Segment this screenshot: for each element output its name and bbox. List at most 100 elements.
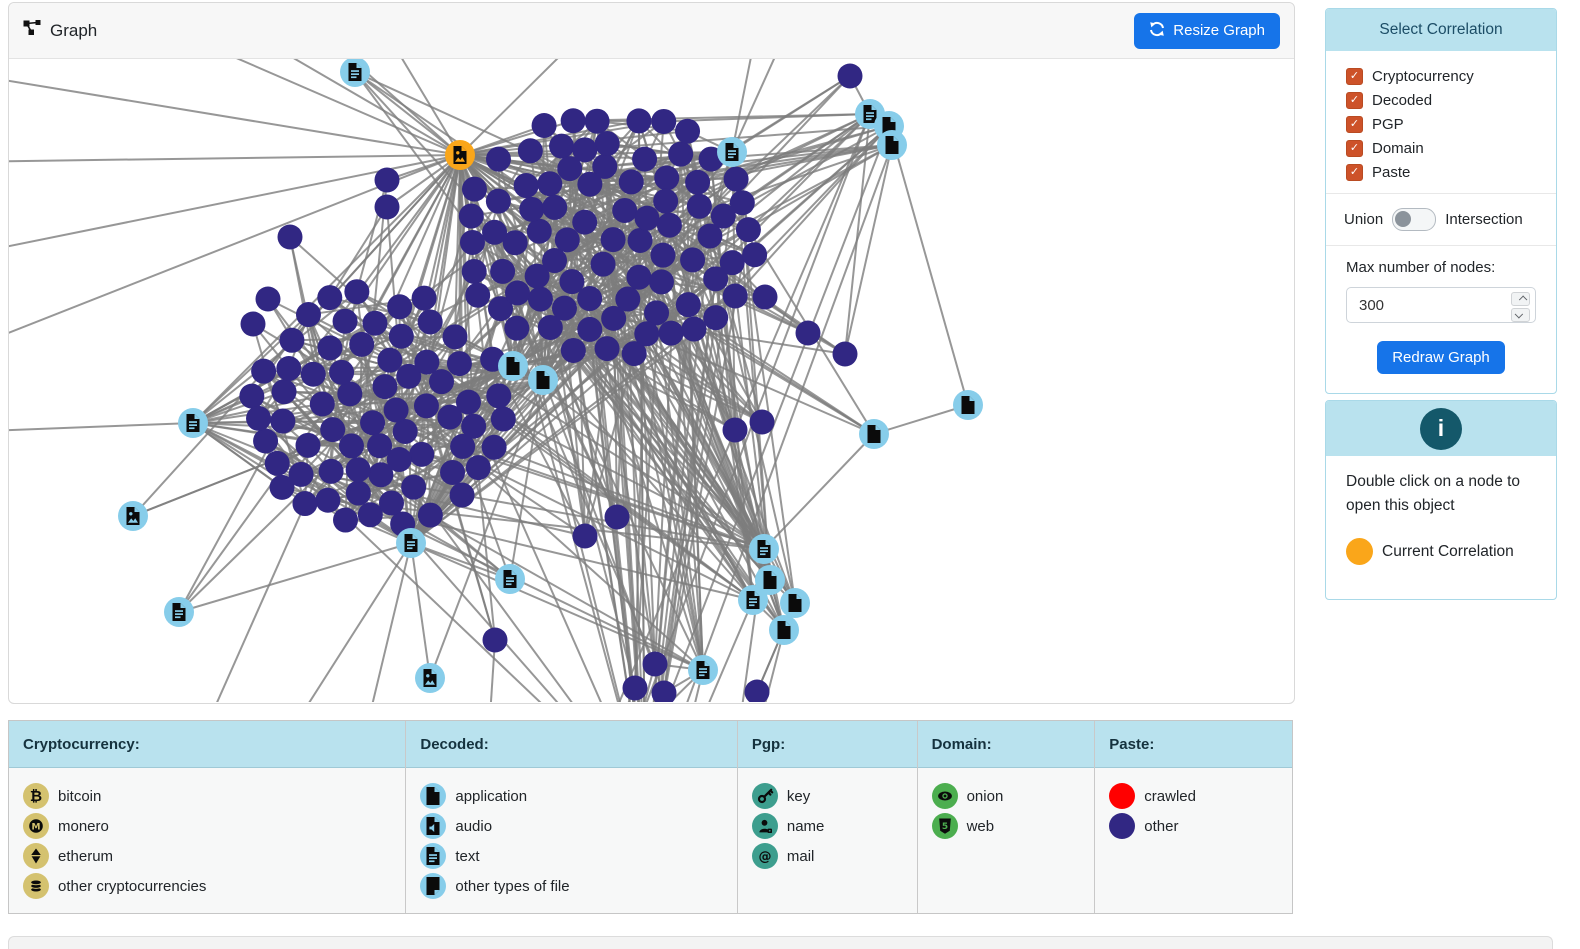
graph-node[interactable] <box>387 447 412 472</box>
graph-node[interactable] <box>632 147 657 172</box>
graph-node[interactable] <box>418 503 443 528</box>
graph-node[interactable] <box>601 227 626 252</box>
filter-pgp[interactable]: ✓ PGP <box>1346 112 1556 136</box>
graph-node[interactable] <box>753 285 778 310</box>
decoded-node[interactable] <box>688 655 718 685</box>
union-intersection-toggle[interactable] <box>1392 208 1436 231</box>
graph-node[interactable] <box>317 335 342 360</box>
decoded-node[interactable] <box>528 365 558 395</box>
resize-graph-button[interactable]: Resize Graph <box>1134 13 1280 49</box>
graph-node[interactable] <box>393 419 418 444</box>
graph-node[interactable] <box>561 338 586 363</box>
redraw-graph-button[interactable]: Redraw Graph <box>1377 341 1505 374</box>
graph-node[interactable] <box>577 172 602 197</box>
graph-node[interactable] <box>251 359 276 384</box>
graph-node[interactable] <box>659 321 684 346</box>
graph-node[interactable] <box>559 269 584 294</box>
decoded-node[interactable] <box>877 130 907 160</box>
graph-node[interactable] <box>292 491 317 516</box>
stepper-down-button[interactable] <box>1511 308 1530 322</box>
filter-decoded[interactable]: ✓ Decoded <box>1346 88 1556 112</box>
decoded-node[interactable] <box>953 390 983 420</box>
graph-node[interactable] <box>375 168 400 193</box>
graph-node[interactable] <box>276 356 301 381</box>
graph-node[interactable] <box>687 194 712 219</box>
graph-node[interactable] <box>505 280 530 305</box>
graph-node[interactable] <box>461 414 486 439</box>
decoded-node[interactable] <box>859 419 889 449</box>
graph-node[interactable] <box>344 279 369 304</box>
graph-node[interactable] <box>486 383 511 408</box>
graph-node[interactable] <box>680 247 705 272</box>
filter-cryptocurrency[interactable]: ✓ Cryptocurrency <box>1346 64 1556 88</box>
graph-node[interactable] <box>628 228 653 253</box>
graph-node[interactable] <box>360 410 385 435</box>
graph-node[interactable] <box>412 286 437 311</box>
graph-node[interactable] <box>585 109 610 134</box>
graph-node[interactable] <box>450 483 475 508</box>
graph-node[interactable] <box>265 451 290 476</box>
graph-node[interactable] <box>555 227 580 252</box>
graph-node[interactable] <box>358 502 383 527</box>
graph-node[interactable] <box>278 225 303 250</box>
decoded-node[interactable] <box>118 501 148 531</box>
decoded-node[interactable] <box>498 351 528 381</box>
graph-node[interactable] <box>377 348 402 373</box>
graph-node[interactable] <box>833 342 858 367</box>
graph-node[interactable] <box>317 285 342 310</box>
graph-node[interactable] <box>591 252 616 277</box>
decoded-node[interactable] <box>738 585 768 615</box>
graph-node[interactable] <box>657 213 682 238</box>
graph-node[interactable] <box>595 336 620 361</box>
graph-node[interactable] <box>601 306 626 331</box>
graph-node[interactable] <box>532 113 557 138</box>
graph-node[interactable] <box>389 324 414 349</box>
graph-node[interactable] <box>279 328 304 353</box>
graph-node[interactable] <box>654 165 679 190</box>
graph-node[interactable] <box>626 265 651 290</box>
graph-node[interactable] <box>295 433 320 458</box>
graph-node[interactable] <box>401 475 426 500</box>
graph-node[interactable] <box>538 315 563 340</box>
graph-node[interactable] <box>333 309 358 334</box>
graph-node[interactable] <box>270 409 295 434</box>
graph-node[interactable] <box>612 198 637 223</box>
graph-node[interactable] <box>246 406 271 431</box>
graph-node[interactable] <box>542 195 567 220</box>
graph-node[interactable] <box>483 628 508 653</box>
graph-node[interactable] <box>384 397 409 422</box>
graph-node[interactable] <box>310 392 335 417</box>
graph-node[interactable] <box>462 177 487 202</box>
graph-node[interactable] <box>573 524 598 549</box>
stepper-up-button[interactable] <box>1511 292 1530 306</box>
decoded-node[interactable] <box>717 137 747 167</box>
graph-node[interactable] <box>626 108 651 133</box>
graph-node[interactable] <box>528 287 553 312</box>
graph-node[interactable] <box>337 381 362 406</box>
graph-node[interactable] <box>723 284 748 309</box>
graph-node[interactable] <box>418 309 443 334</box>
graph-node[interactable] <box>482 435 507 460</box>
graph-node[interactable] <box>339 433 364 458</box>
graph-node[interactable] <box>720 250 745 275</box>
graph-node[interactable] <box>440 460 465 485</box>
graph-node[interactable] <box>634 321 659 346</box>
graph-node[interactable] <box>375 195 400 220</box>
graph-node[interactable] <box>527 219 552 244</box>
graph-node[interactable] <box>270 475 295 500</box>
graph-node[interactable] <box>333 508 358 533</box>
decoded-node[interactable] <box>769 615 799 645</box>
graph-node[interactable] <box>437 405 462 430</box>
graph-node[interactable] <box>742 242 767 267</box>
graph-node[interactable] <box>301 362 326 387</box>
graph-node[interactable] <box>320 417 345 442</box>
graph-node[interactable] <box>241 312 266 337</box>
graph-node[interactable] <box>577 317 602 342</box>
graph-node[interactable] <box>465 283 490 308</box>
graph-node[interactable] <box>490 259 515 284</box>
graph-node[interactable] <box>296 302 321 327</box>
graph-node[interactable] <box>362 311 387 336</box>
graph-node[interactable] <box>668 142 693 167</box>
decoded-node[interactable] <box>164 597 194 627</box>
graph-node[interactable] <box>537 171 562 196</box>
